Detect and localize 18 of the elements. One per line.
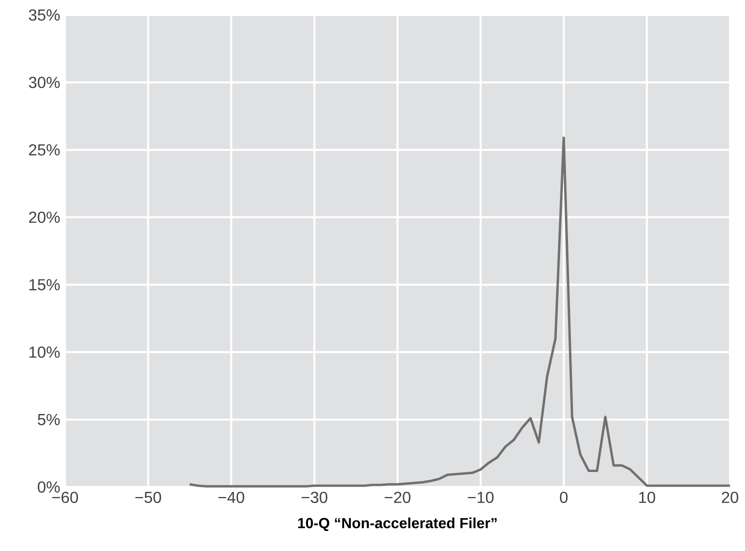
x-tick-label: 20 [722,492,738,504]
x-tick-label: 10 [639,492,656,504]
y-tick-label: 10% [29,346,60,358]
x-axis-title: 10-Q “Non-accelerated Filer” [298,518,497,532]
y-tick-label: 25% [29,144,60,156]
x-tick-label: −20 [384,492,410,504]
x-tick-label: −50 [135,492,162,504]
x-tick-label: 0 [560,492,568,504]
y-tick-label: 30% [28,76,60,88]
x-tick-label: −30 [302,492,328,504]
x-tick-label: −40 [218,492,244,504]
y-tick-label: 5% [38,414,60,426]
y-tick-label: 20% [29,212,60,223]
y-tick-label: 35% [28,9,60,21]
x-tick-label: −60 [52,492,78,504]
y-tick-label: 0% [38,481,60,493]
y-tick-label: 15% [29,279,60,290]
x-tick-label: −10 [468,492,494,504]
